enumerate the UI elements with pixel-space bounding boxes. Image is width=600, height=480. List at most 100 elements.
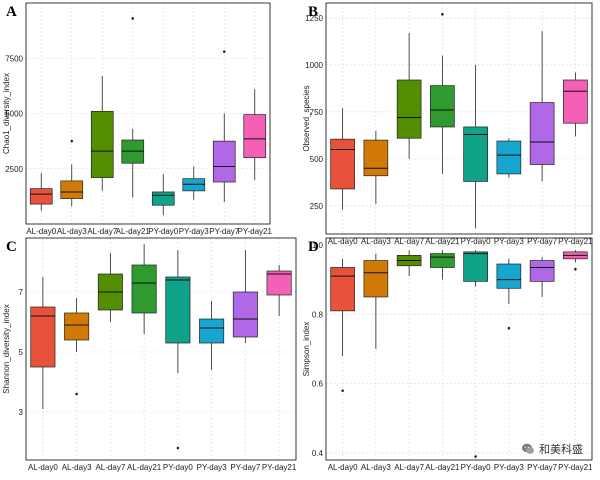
panel-b-box-py-day21: [563, 79, 588, 124]
panel-a-x-tick-label: AL-day7: [87, 227, 117, 236]
panel-b-box-py-day7: [529, 102, 555, 165]
panel-c-x-tick-label: AL-day21: [127, 463, 162, 472]
watermark: 和美科盛: [518, 440, 586, 458]
panel-a-box-al-day7: [90, 110, 114, 178]
panel-c-x-tick-label: PY-day7: [230, 463, 261, 472]
panel-d-y-tick-label: 0.8: [312, 310, 324, 319]
panel-c-box-al-day3: [64, 312, 90, 341]
panel-b-x-tick-label: AL-day0: [328, 237, 358, 246]
panel-b-x-tick-label: AL-day3: [361, 237, 391, 246]
panel-d-x-tick-label: PY-day0: [461, 463, 492, 472]
panel-d-y-tick-label: 1.0: [312, 241, 324, 250]
panel-d-y-axis-title: Simpson_index: [302, 322, 311, 377]
panel-c-outlier: [75, 392, 78, 396]
panel-c-box-py-day21: [266, 270, 292, 296]
panel-d-y-tick-label: 0.4: [312, 449, 324, 458]
panel-c-y-axis-title: Shannon_diversity_index: [2, 304, 11, 393]
panel-c-y-tick-label: 7: [19, 288, 24, 297]
panel-b-box-al-day7: [396, 79, 422, 139]
panel-a-x-tick-label: PY-day21: [238, 227, 273, 236]
panel-c-box-al-day21: [131, 264, 157, 314]
panel-b-box-py-day3: [496, 140, 522, 175]
panel-d-outlier: [474, 455, 477, 458]
wechat-icon: [522, 443, 534, 454]
panel-a-outlier: [222, 50, 226, 53]
panel-a-box-py-day7: [212, 140, 236, 183]
panel-a-outlier: [70, 139, 74, 143]
panel-a-x-tick-label: PY-day0: [148, 227, 179, 236]
panel-c-box-py-day3: [199, 318, 225, 344]
panel-a-x-tick-label: AL-day3: [57, 227, 87, 236]
panel-d-box-al-day0: [330, 267, 355, 312]
panel-c-x-tick-label: PY-day0: [163, 463, 194, 472]
panel-c-outlier: [176, 446, 180, 450]
panel-c-letter: C: [6, 239, 17, 255]
panel-d-letter: D: [308, 239, 319, 255]
panel-b-y-tick-label: 1250: [305, 14, 323, 23]
panel-b-y-tick-label: 1000: [305, 61, 323, 70]
panel-b-y-tick-label: 500: [310, 155, 324, 164]
panel-a-x-tick-label: PY-day7: [209, 227, 240, 236]
panel-b-x-tick-label: AL-day7: [394, 237, 424, 246]
panel-a-box-py-day21: [243, 114, 267, 159]
panel-a-y-tick-label: 5000: [5, 110, 23, 119]
panel-a-y-tick-label: 7500: [5, 54, 23, 63]
panel-d-frame: [325, 237, 593, 461]
panel-b-x-tick-label: AL-day21: [425, 237, 460, 246]
panel-c-x-tick-label: PY-day21: [262, 463, 297, 472]
panel-d-x-tick-label: AL-day3: [361, 463, 391, 472]
panel-d-outlier: [574, 267, 577, 271]
panel-a-letter: A: [6, 4, 17, 20]
panel-a-y-axis-title: Chao1_diversity_index: [2, 73, 11, 154]
panel-a-y-tick-label: 2500: [5, 165, 23, 174]
panel-d: 0.40.60.81.0AL-day0 AL-day3 AL-day7 AL-day2…: [302, 237, 593, 472]
panel-d-box-py-day7: [529, 260, 555, 282]
panel-d-box-py-day3: [496, 263, 522, 289]
panel-b-x-tick-label: PY-day7: [527, 237, 558, 246]
panel-a-x-tick-label: AL-day21: [116, 227, 151, 236]
panel-d-x-tick-label: PY-day7: [527, 463, 558, 472]
panel-b-box-py-day0: [463, 126, 488, 182]
panel-c-box-al-day0: [30, 306, 56, 368]
panel-c-box-py-day7: [232, 291, 258, 338]
panel-c-frame: [25, 237, 297, 461]
panel-c-x-tick-label: AL-day0: [28, 463, 58, 472]
panel-d-x-tick-label: AL-day0: [328, 463, 358, 472]
panel-d-outlier: [507, 326, 511, 330]
panel-b: 250 500 750 1000 1250 AL-day0 AL-day3 AL-day7 AL…: [302, 2, 593, 246]
panel-b-y-axis-title: Observed_species: [302, 85, 311, 151]
panel-d-box-al-day3: [363, 260, 389, 298]
panel-c-x-tick-label: AL-day7: [95, 463, 125, 472]
panel-b-box-al-day3: [363, 139, 389, 177]
panel-d-x-tick-label: PY-day21: [558, 463, 593, 472]
panel-a-box-al-day3: [60, 180, 84, 199]
panel-d-x-tick-label: PY-day3: [494, 463, 525, 472]
panel-c-x-tick-label: PY-day3: [197, 463, 228, 472]
panel-a-frame: [25, 2, 271, 225]
panel-a: 2500 5000 7500 AL-day0 AL-day3 AL-day7AL-day2…: [2, 2, 273, 236]
panel-d-outlier: [341, 389, 344, 392]
panel-a-box-al-day0: [29, 188, 53, 205]
panel-a-x-tick-label: AL-day0: [26, 227, 56, 236]
panel-d-y-tick-label: 0.6: [312, 380, 324, 389]
panel-c-y-tick-label: 3: [19, 408, 24, 417]
panel-c-x-tick-label: AL-day3: [62, 463, 92, 472]
panel-b-box-al-day21: [430, 85, 455, 128]
panel-a-box-py-day3: [182, 178, 206, 192]
panel-d-box-al-day21: [430, 253, 455, 268]
panel-a-box-py-day0: [151, 191, 175, 206]
panel-b-outlier: [441, 12, 444, 16]
panel-b-letter: B: [308, 4, 318, 20]
panel-b-box-al-day0: [330, 138, 355, 190]
panel-c-box-py-day0: [165, 276, 191, 344]
panel-a-box-al-day21: [121, 139, 145, 164]
panel-d-x-tick-label: AL-day7: [394, 463, 424, 472]
watermark-text: 和美科盛: [539, 443, 583, 456]
panel-a-x-tick-label: PY-day3: [179, 227, 210, 236]
panel-b-x-tick-label: PY-day21: [558, 237, 593, 246]
panel-d-box-py-day0: [463, 251, 488, 282]
panel-b-frame: [325, 2, 593, 235]
panel-b-y-tick-label: 750: [310, 108, 324, 117]
